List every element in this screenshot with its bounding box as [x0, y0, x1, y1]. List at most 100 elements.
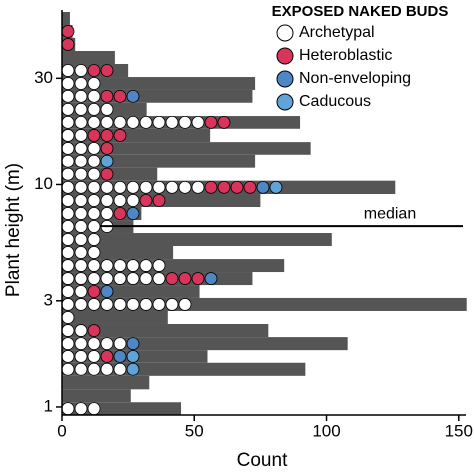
- bud-dot: [165, 272, 179, 285]
- bar: [62, 375, 150, 390]
- bud-dot: [61, 38, 75, 51]
- bud-dot: [100, 272, 114, 285]
- bud-dot: [178, 272, 192, 285]
- bud-dot: [61, 103, 75, 116]
- bud-dot: [61, 246, 75, 259]
- bud-dot: [113, 272, 127, 285]
- bud-dot: [87, 167, 101, 181]
- bud-dot: [87, 194, 101, 207]
- bud-dot: [100, 180, 114, 194]
- bud-dot: [61, 350, 75, 363]
- bud-dot: [100, 167, 114, 181]
- bud-dot: [61, 142, 75, 155]
- bud-dot: [61, 116, 75, 129]
- bud-dot: [74, 154, 88, 168]
- bud-dot: [87, 103, 101, 116]
- bud-dot: [87, 129, 101, 142]
- bud-dot: [74, 194, 88, 207]
- bud-dot: [126, 350, 140, 363]
- bud-dot: [61, 220, 75, 233]
- bud-dot: [100, 142, 114, 155]
- bud-dot: [74, 272, 88, 285]
- bud-dot: [152, 180, 166, 194]
- bar: [62, 233, 332, 246]
- bud-dot: [87, 298, 101, 311]
- bud-dot: [139, 116, 153, 129]
- bud-dot: [100, 350, 114, 363]
- bud-dot: [74, 362, 88, 376]
- bar: [62, 389, 131, 403]
- x-axis-label: Count: [237, 450, 288, 471]
- bud-dot: [100, 116, 114, 129]
- bud-dot: [61, 362, 75, 376]
- legend-label: Heteroblastic: [299, 47, 392, 64]
- bud-dot: [139, 194, 153, 207]
- legend-title: EXPOSED NAKED BUDS: [272, 3, 449, 20]
- bud-dot: [74, 350, 88, 363]
- bud-dot: [74, 89, 88, 103]
- bud-dot: [61, 25, 75, 38]
- bud-dot: [126, 89, 140, 103]
- bar: [62, 323, 269, 338]
- bar: [62, 77, 256, 90]
- legend-label: Non-enveloping: [299, 70, 411, 87]
- legend-marker: [276, 70, 294, 88]
- bud-dot: [126, 337, 140, 351]
- bud-dot: [113, 180, 127, 194]
- bud-dot: [204, 116, 218, 129]
- bud-dot: [126, 207, 140, 220]
- bud-dot: [74, 167, 88, 181]
- bud-dot: [204, 180, 218, 194]
- bud-dot: [100, 194, 114, 207]
- bud-dot: [61, 337, 75, 351]
- bud-dot: [61, 64, 75, 77]
- bud-dot: [74, 285, 88, 298]
- bud-dot: [61, 154, 75, 168]
- bud-dot: [74, 324, 88, 337]
- bud-dot: [74, 129, 88, 142]
- bud-dot: [113, 116, 127, 129]
- y-tick-label: 1: [44, 396, 53, 415]
- bud-dot: [269, 180, 283, 194]
- bud-dot: [61, 272, 75, 285]
- bar: [62, 310, 168, 324]
- bud-dot: [217, 180, 231, 194]
- bud-dot: [230, 180, 244, 194]
- y-tick-label: 30: [34, 68, 53, 87]
- x-tick-label: 100: [312, 421, 340, 440]
- bud-dot: [256, 180, 270, 194]
- bud-dot: [87, 220, 101, 233]
- y-tick-label: 3: [44, 290, 53, 309]
- bud-dot: [87, 116, 101, 129]
- bud-dot: [139, 180, 153, 194]
- bud-dot: [100, 285, 114, 298]
- bud-dot: [100, 103, 114, 116]
- bud-dot: [100, 207, 114, 220]
- bud-dot: [152, 259, 166, 272]
- bud-dot: [74, 207, 88, 220]
- bud-dot: [113, 259, 127, 272]
- bud-dot: [191, 116, 205, 129]
- bud-dot: [61, 402, 75, 416]
- bud-dot: [152, 116, 166, 129]
- bud-dot: [152, 298, 166, 311]
- bud-dot: [165, 298, 179, 311]
- bud-dot: [61, 77, 75, 90]
- bud-dot: [87, 337, 101, 351]
- bud-dot: [152, 194, 166, 207]
- bud-dot: [87, 154, 101, 168]
- bud-dot: [61, 233, 75, 246]
- bud-dot: [100, 89, 114, 103]
- bud-dot: [87, 402, 101, 416]
- bud-dot: [100, 298, 114, 311]
- bud-dot: [87, 142, 101, 155]
- bud-dot: [191, 272, 205, 285]
- bud-dot: [178, 116, 192, 129]
- bud-dot: [113, 362, 127, 376]
- bud-dot: [87, 246, 101, 259]
- bud-dot: [217, 116, 231, 129]
- bud-dot: [126, 180, 140, 194]
- legend-label: Archetypal: [299, 24, 375, 41]
- legend-marker: [276, 93, 294, 111]
